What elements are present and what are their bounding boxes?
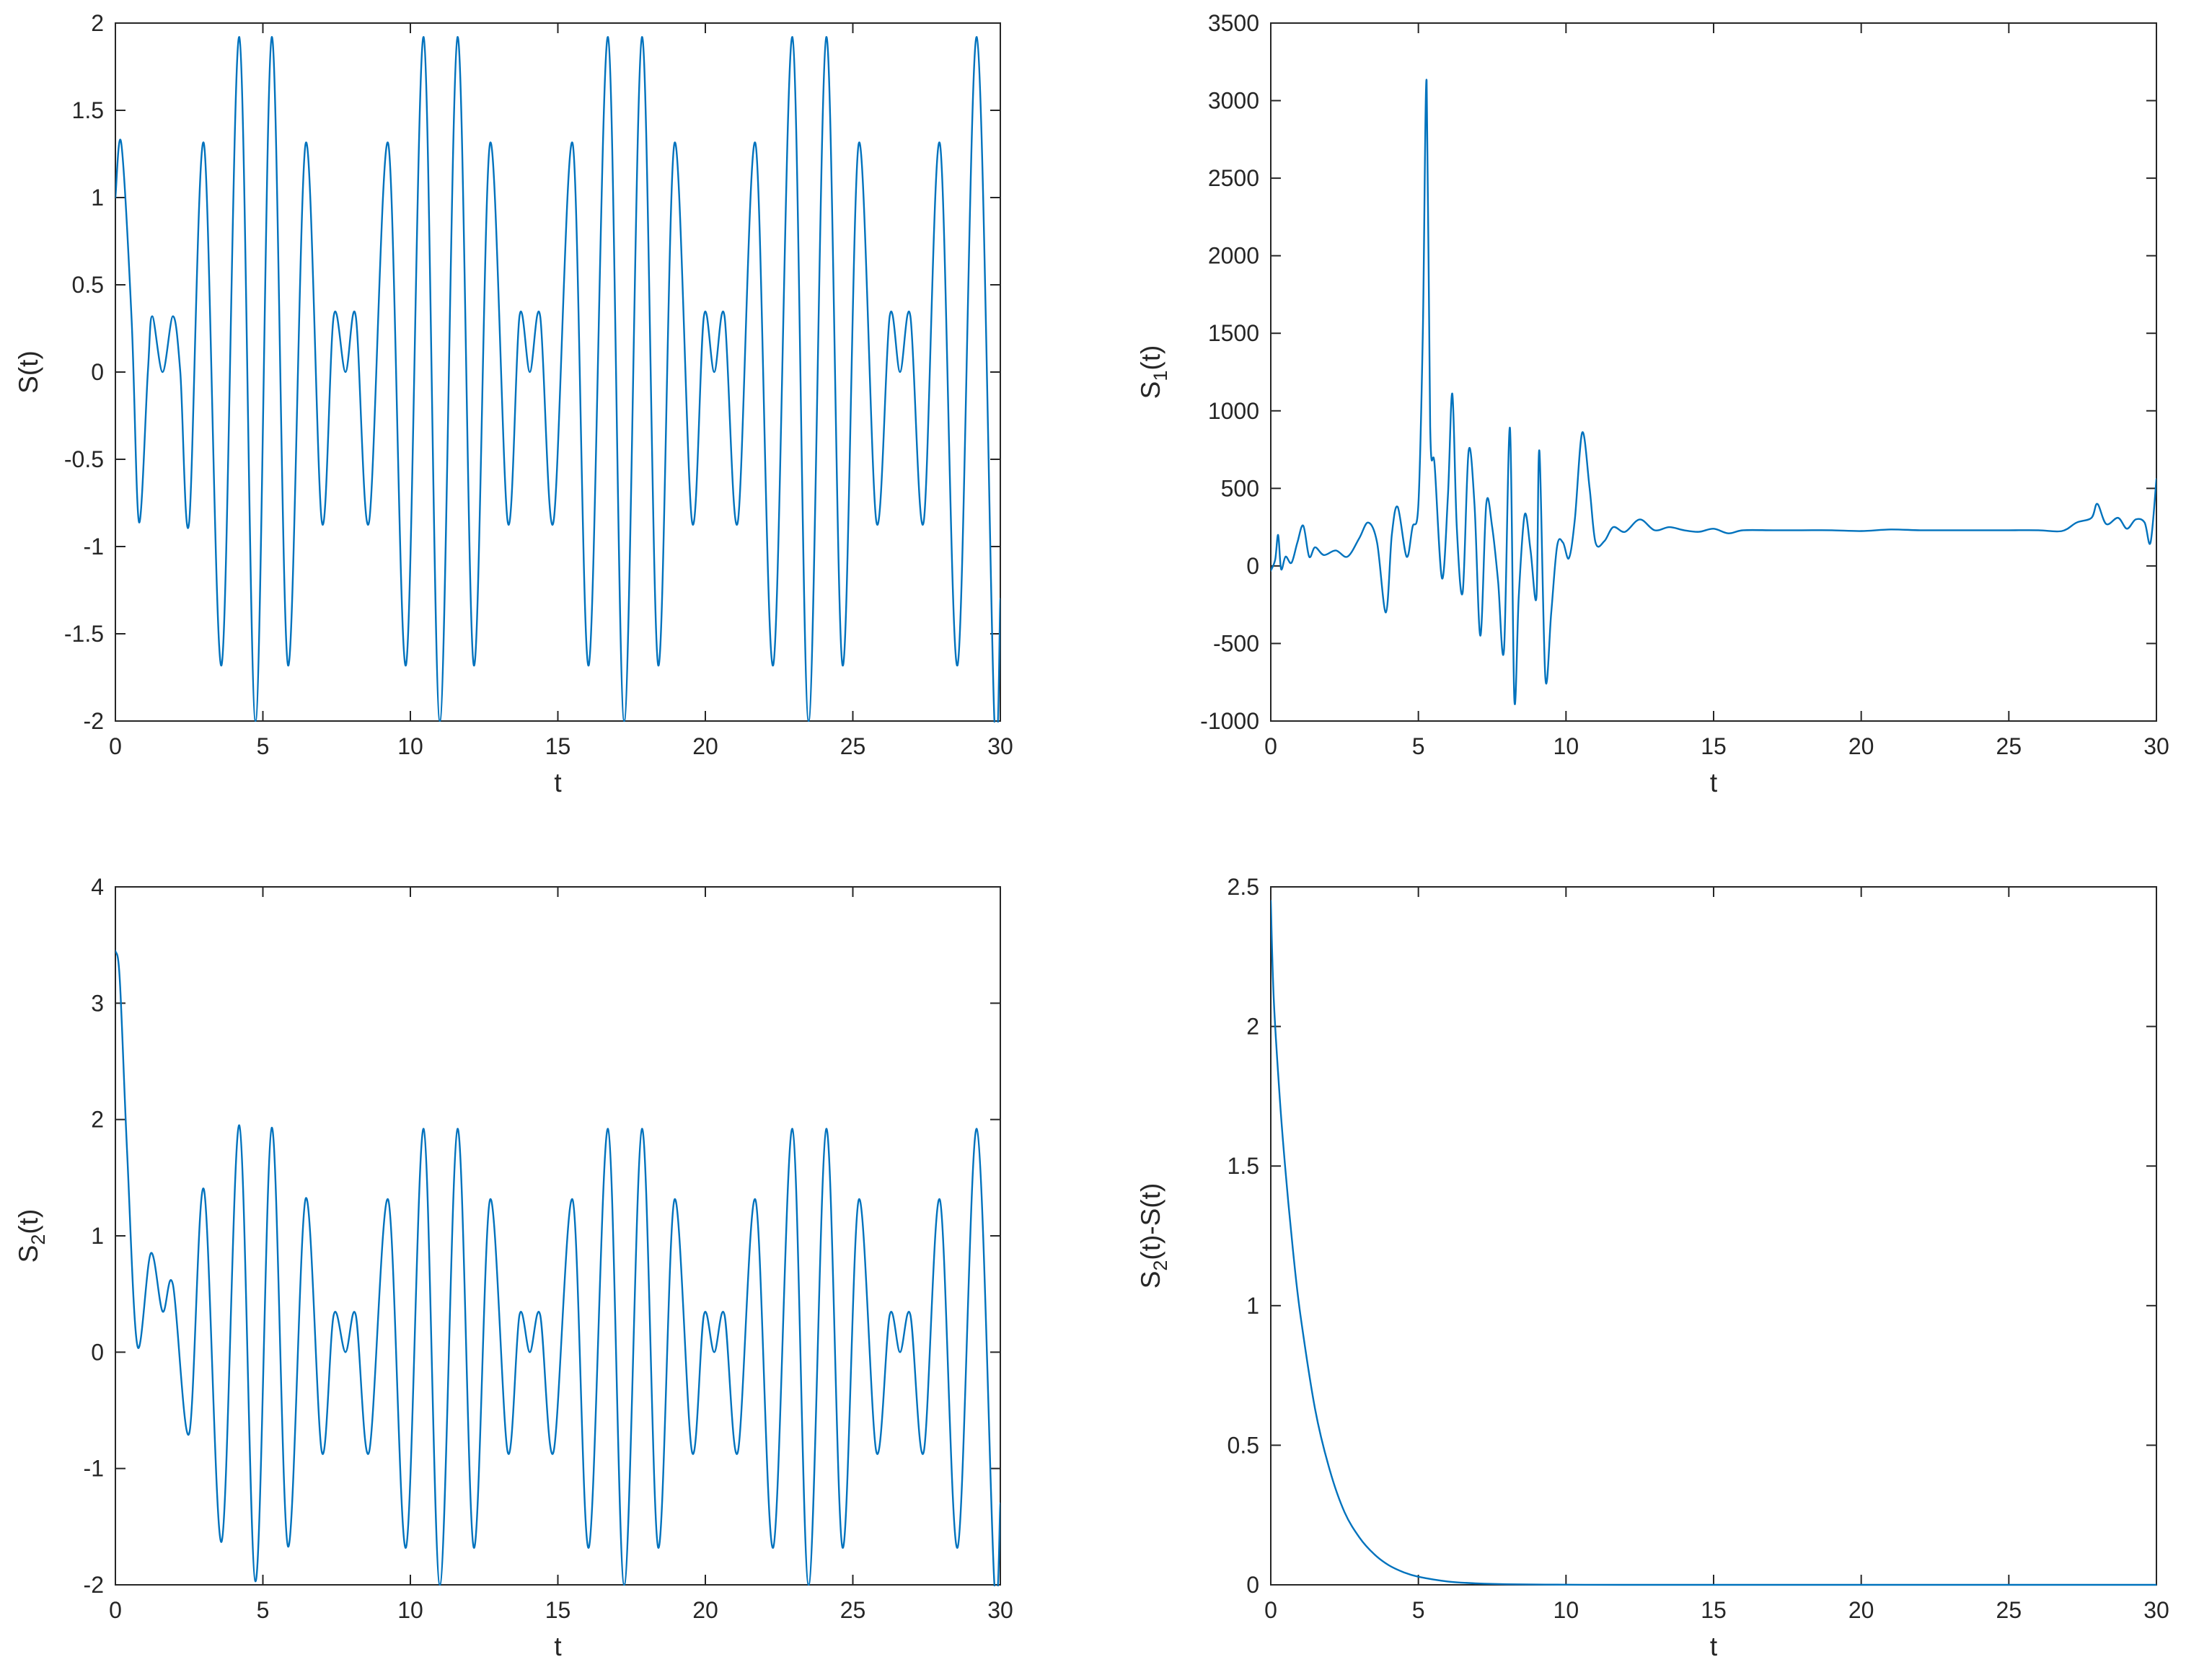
- y-axis-label-main: S(t): [14, 350, 43, 394]
- y-tick-label: 2500: [1208, 165, 1259, 191]
- x-tick-label: 25: [1996, 1597, 2022, 1623]
- y-tick-label: 0: [1246, 1572, 1259, 1598]
- y-tick-label: 1: [1246, 1293, 1259, 1319]
- x-tick-label: 30: [2143, 1597, 2169, 1623]
- x-tick-label: 20: [1848, 733, 1874, 759]
- y-axis-label-subscript: 2: [27, 1234, 49, 1245]
- y-tick-label: 1.5: [72, 97, 104, 123]
- x-tick-label: 30: [2143, 733, 2169, 759]
- x-tick-label: 30: [987, 733, 1013, 759]
- y-tick-label: 2: [1246, 1014, 1259, 1040]
- series-line: [115, 36, 1000, 722]
- x-tick-label: 0: [1264, 733, 1277, 759]
- y-tick-label: 1: [91, 1223, 104, 1249]
- series-line: [1271, 900, 2156, 1586]
- y-tick-label: -1: [84, 1456, 104, 1482]
- x-tick-label: 5: [1412, 733, 1425, 759]
- x-tick-label: 10: [397, 1597, 423, 1623]
- x-tick-label: 15: [545, 1597, 571, 1623]
- y-tick-label: 1500: [1208, 320, 1259, 346]
- x-tick-label: 0: [1264, 1597, 1277, 1623]
- y-axis-label: S2(t)-S(t): [1136, 1183, 1171, 1289]
- x-tick-label: 10: [397, 733, 423, 759]
- y-tick-label: 500: [1221, 475, 1259, 501]
- x-tick-label: 10: [1553, 733, 1579, 759]
- x-tick-label: 20: [1848, 1597, 1874, 1623]
- series-line: [1271, 79, 2156, 705]
- x-tick-label: 25: [840, 1597, 866, 1623]
- y-tick-label: 2: [91, 10, 104, 36]
- y-tick-label: -1000: [1200, 708, 1259, 734]
- y-axis-label-suffix: (t)-S(t): [1136, 1183, 1165, 1260]
- x-tick-label: 15: [545, 733, 571, 759]
- y-tick-label: 2: [91, 1107, 104, 1133]
- y-axis-label: S1(t): [1136, 345, 1171, 399]
- y-tick-label: 0.5: [72, 272, 104, 298]
- y-axis-label: S(t): [14, 350, 43, 394]
- x-tick-label: 0: [109, 733, 122, 759]
- plot-frame: [115, 886, 1001, 1586]
- x-tick-label: 20: [692, 1597, 718, 1623]
- y-tick-label: 0: [1246, 553, 1259, 579]
- y-axis-label: S2(t): [14, 1209, 49, 1263]
- y-tick-label: 3000: [1208, 88, 1259, 114]
- x-axis-label: t: [554, 768, 562, 797]
- y-tick-label: -2: [84, 1572, 104, 1598]
- y-tick-label: 1.5: [1228, 1153, 1259, 1179]
- x-tick-label: 20: [692, 733, 718, 759]
- y-axis-label-suffix: (t): [14, 1209, 43, 1234]
- y-tick-label: 3: [91, 990, 104, 1016]
- x-axis-label: t: [554, 1632, 562, 1661]
- x-tick-label: 10: [1553, 1597, 1579, 1623]
- x-tick-label: 25: [840, 733, 866, 759]
- x-tick-label: 5: [257, 1597, 270, 1623]
- series-line: [115, 950, 1000, 1586]
- y-tick-label: -1: [84, 534, 104, 560]
- y-tick-label: 0: [91, 359, 104, 385]
- y-tick-label: -1.5: [64, 621, 104, 647]
- x-tick-label: 0: [109, 1597, 122, 1623]
- plot-frame: [1270, 22, 2157, 722]
- y-tick-label: -500: [1213, 630, 1259, 656]
- y-axis-label-main: S: [1136, 381, 1165, 399]
- y-tick-label: 1: [91, 185, 104, 211]
- y-tick-label: 1000: [1208, 398, 1259, 424]
- y-tick-label: 3500: [1208, 10, 1259, 36]
- x-tick-label: 5: [257, 733, 270, 759]
- y-tick-label: 0: [91, 1339, 104, 1365]
- y-tick-label: -0.5: [64, 446, 104, 472]
- y-tick-label: 4: [91, 874, 104, 900]
- y-axis-label-subscript: 1: [1150, 371, 1171, 381]
- y-axis-label-subscript: 2: [1150, 1260, 1171, 1271]
- y-tick-label: -2: [84, 708, 104, 734]
- x-axis-label: t: [1710, 1632, 1718, 1661]
- plot-frame: [1270, 886, 2157, 1586]
- x-tick-label: 15: [1701, 733, 1727, 759]
- y-axis-label-main: S: [1136, 1271, 1165, 1289]
- x-tick-label: 15: [1701, 1597, 1727, 1623]
- y-tick-label: 0.5: [1228, 1432, 1259, 1458]
- y-axis-label-main: S: [14, 1245, 43, 1263]
- chart-panel-1: 0 5 10 15 20 25 30 -2 -1.5 -1 -0.5 0 0.5 1 1.5 2 t S(t): [14, 10, 1013, 797]
- x-tick-label: 5: [1412, 1597, 1425, 1623]
- y-tick-label: 2000: [1208, 243, 1259, 269]
- y-axis-label-suffix: (t): [1136, 345, 1165, 371]
- x-tick-label: 30: [987, 1597, 1013, 1623]
- chart-panel-2: 0 5 10 15 20 25 30 -1000 -500 0 500 1000 1500 2000 250…: [1136, 10, 2169, 797]
- x-tick-label: 25: [1996, 733, 2022, 759]
- x-axis-label: t: [1710, 768, 1718, 797]
- y-tick-label: 2.5: [1228, 874, 1259, 900]
